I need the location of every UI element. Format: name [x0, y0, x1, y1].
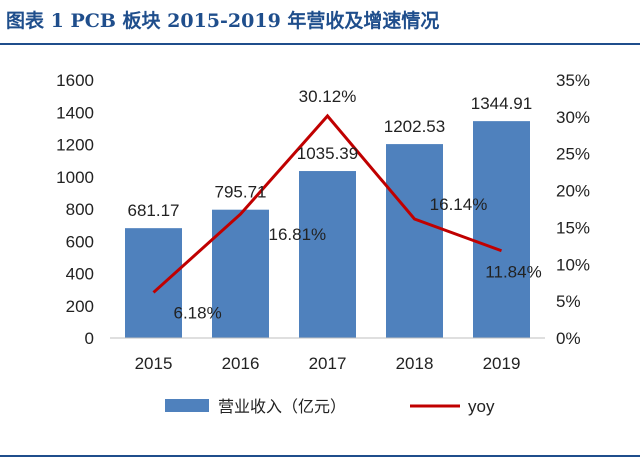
revenue-bar — [386, 144, 443, 338]
revenue-bar — [299, 171, 356, 338]
right-tick-label: 35% — [556, 71, 590, 90]
yoy-data-label: 6.18% — [174, 303, 222, 322]
right-tick-label: 20% — [556, 182, 590, 201]
legend-line-label: yoy — [468, 397, 495, 416]
right-y-axis: 0% 5% 10% 15% 20% 25% 30% 35% — [556, 71, 590, 348]
right-tick-label: 0% — [556, 329, 581, 348]
x-axis: 2015 2016 2017 2018 2019 — [110, 337, 545, 373]
yoy-data-label: 11.84% — [485, 263, 541, 282]
title-divider — [0, 43, 640, 45]
right-tick-label: 15% — [556, 218, 590, 237]
left-y-axis: 0 200 400 600 800 1000 1200 1400 1600 — [56, 71, 94, 348]
left-tick-label: 1400 — [56, 103, 94, 122]
revenue-bar — [125, 228, 182, 338]
yoy-data-label: 30.12% — [299, 87, 357, 106]
revenue-data-label: 1202.53 — [384, 117, 445, 136]
yoy-data-labels: 6.18% 16.81% 30.12% 16.14% 11.84% — [174, 87, 542, 322]
x-tick-label: 2019 — [483, 354, 521, 373]
x-tick-label: 2015 — [135, 354, 173, 373]
figure-title-bar: 图表 1 PCB 板块 2015-2019 年营收及增速情况 — [0, 0, 640, 45]
revenue-data-label: 1035.39 — [297, 144, 358, 163]
left-tick-label: 600 — [66, 232, 94, 251]
left-tick-label: 400 — [66, 265, 94, 284]
yoy-line — [152, 113, 503, 294]
yoy-data-label: 16.14% — [430, 195, 488, 214]
left-tick-label: 1000 — [56, 168, 94, 187]
yoy-data-label: 16.81% — [269, 225, 327, 244]
revenue-data-label: 1344.91 — [471, 94, 532, 113]
legend-bar-label: 营业收入（亿元） — [218, 398, 346, 416]
left-tick-label: 0 — [85, 329, 94, 348]
legend-bar-swatch — [165, 399, 209, 412]
right-tick-label: 30% — [556, 108, 590, 127]
revenue-data-labels: 681.17 795.71 1035.39 1202.53 1344.91 — [128, 94, 533, 220]
right-tick-label: 10% — [556, 255, 590, 274]
revenue-bar — [473, 121, 530, 338]
right-tick-label: 5% — [556, 292, 581, 311]
left-tick-label: 800 — [66, 200, 94, 219]
figure-title: 图表 1 PCB 板块 2015-2019 年营收及增速情况 — [6, 10, 440, 32]
yoy-series-line — [152, 113, 503, 294]
left-tick-label: 1600 — [56, 71, 94, 90]
revenue-data-label: 681.17 — [128, 201, 180, 220]
legend: 营业收入（亿元） yoy — [165, 397, 495, 416]
bottom-divider — [0, 455, 640, 457]
x-tick-label: 2016 — [222, 354, 260, 373]
revenue-data-label: 795.71 — [215, 183, 267, 202]
x-tick-label: 2018 — [396, 354, 434, 373]
left-tick-label: 1200 — [56, 136, 94, 155]
left-tick-label: 200 — [66, 297, 94, 316]
right-tick-label: 25% — [556, 145, 590, 164]
x-tick-label: 2017 — [309, 354, 347, 373]
